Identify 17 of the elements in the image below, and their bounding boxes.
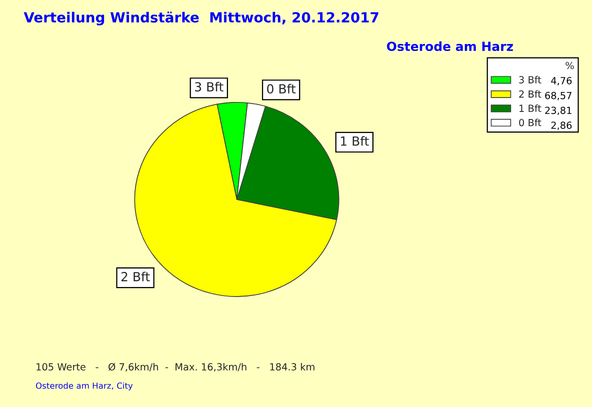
legend-label: 1 Bft <box>520 104 542 112</box>
data-label: 4,76 <box>551 76 572 86</box>
slice-label: 2 Bft <box>121 272 150 282</box>
data-label: 2,86 <box>551 122 572 130</box>
slice-label: 1 Bft <box>340 136 369 146</box>
slice-label: 0 Bft <box>267 84 296 94</box>
legend-label: 0 Bft <box>519 118 542 126</box>
legend-title: % <box>566 62 574 70</box>
chart-title: Verteilung Windstärke Mittwoch, 20.12.2017 <box>24 12 378 26</box>
text: Osterode am Harz, City <box>36 382 133 390</box>
legend-label: 2 Bft <box>519 90 542 98</box>
data-label: 68,57 <box>545 92 572 100</box>
data-label: 23,81 <box>545 106 572 116</box>
slice-label: 3 Bft <box>195 82 224 92</box>
text: 105 Werte - Ø 7,6km/h - Max. 16,3km/h - 184.3 km <box>36 362 314 372</box>
chart-subtitle: Osterode am Harz <box>386 41 513 52</box>
legend-label: 3 Bft <box>519 76 542 84</box>
